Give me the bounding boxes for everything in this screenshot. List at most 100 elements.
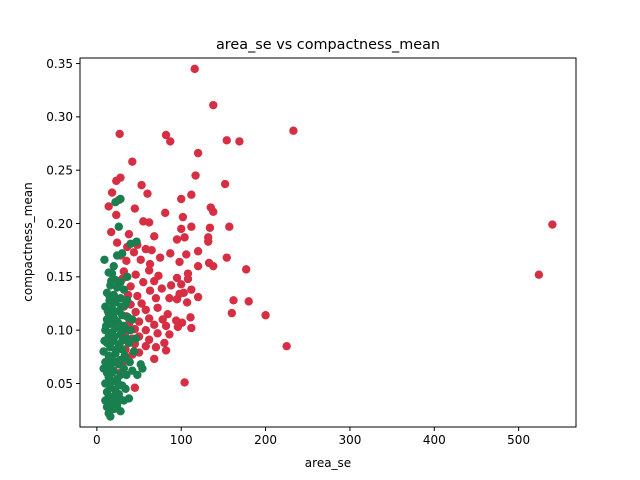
data-point-series-1: [158, 315, 167, 324]
x-tick-label: 500: [507, 433, 530, 447]
data-point-series-2: [125, 357, 134, 367]
data-point-series-1: [131, 307, 140, 317]
data-point-series-1: [157, 284, 167, 293]
data-point-series-1: [141, 341, 150, 351]
data-point-series-1: [229, 296, 238, 305]
data-point-series-1: [191, 171, 200, 180]
data-point-series-2: [101, 321, 111, 331]
data-point-series-1: [145, 259, 155, 269]
data-point-series-1: [137, 180, 146, 190]
data-point-series-1: [130, 383, 140, 392]
data-point-series-1: [166, 137, 175, 146]
data-point-series-1: [161, 346, 171, 355]
data-point-series-1: [205, 223, 215, 232]
y-axis-label: compactness_mean: [21, 182, 35, 301]
y-tick-label: 0.10: [46, 323, 73, 337]
data-point-series-2: [112, 283, 122, 292]
data-point-series-2: [100, 255, 109, 264]
axes-layer: 0 100 200 300 400 500 0.05 0.10 0.15 0.20 0.25 0.30…: [46, 57, 577, 447]
data-point-series-1: [187, 222, 196, 231]
data-point-series-1: [150, 276, 159, 286]
data-point-series-1: [124, 229, 134, 239]
data-point-series-1: [166, 281, 176, 290]
data-point-series-2: [123, 296, 132, 305]
data-point-series-1: [182, 250, 191, 259]
data-point-series-1: [126, 282, 135, 291]
data-point-series-1: [139, 277, 148, 287]
data-point-series-1: [166, 249, 175, 258]
data-point-series-2: [133, 370, 142, 380]
data-point-series-1: [153, 329, 162, 338]
data-point-series-2: [113, 379, 123, 388]
data-point-series-1: [172, 273, 182, 283]
data-point-series-1: [204, 237, 213, 246]
data-point-series-1: [193, 148, 203, 158]
data-point-series-2: [107, 269, 117, 278]
data-point-series-2: [138, 364, 147, 373]
data-point-series-2: [117, 336, 127, 346]
data-point-series-1: [163, 309, 172, 319]
data-point-series-1: [175, 257, 184, 267]
data-point-series-1: [193, 292, 203, 302]
data-point-series-2: [126, 325, 135, 335]
data-point-series-2: [114, 319, 124, 328]
data-point-series-2: [111, 389, 120, 399]
data-point-series-1: [222, 136, 231, 145]
data-point-series-2: [122, 370, 131, 380]
data-point-series-1: [165, 330, 174, 339]
y-tick-label: 0.05: [46, 377, 73, 391]
data-point-series-1: [151, 293, 161, 303]
y-tick-label: 0.35: [46, 57, 73, 71]
data-point-series-1: [161, 130, 171, 140]
y-tick-label: 0.15: [46, 270, 73, 284]
data-point-series-2: [107, 276, 116, 286]
points-layer: [99, 64, 557, 421]
data-point-series-1: [187, 285, 196, 294]
chart-title: area_se vs compactness_mean: [216, 37, 440, 53]
data-point-series-1: [261, 311, 270, 320]
data-point-series-1: [143, 189, 152, 198]
data-point-series-1: [182, 298, 192, 307]
data-point-series-1: [173, 322, 183, 332]
data-point-series-1: [177, 224, 186, 234]
data-point-series-2: [118, 325, 128, 335]
data-point-series-1: [209, 207, 218, 216]
data-point-series-1: [187, 190, 196, 199]
data-point-series-1: [165, 293, 174, 303]
x-tick-label: 400: [423, 433, 446, 447]
data-point-series-1: [172, 295, 182, 304]
data-point-series-2: [124, 338, 134, 348]
data-point-series-1: [172, 235, 182, 244]
data-point-series-1: [177, 280, 186, 289]
data-point-series-1: [137, 299, 146, 308]
data-point-series-2: [114, 222, 124, 231]
data-point-series-1: [150, 320, 159, 330]
data-point-series-1: [144, 218, 154, 227]
data-point-series-1: [133, 291, 142, 301]
data-point-series-1: [145, 286, 155, 295]
data-point-series-1: [134, 317, 144, 326]
data-point-series-1: [122, 256, 131, 266]
data-point-series-1: [131, 270, 140, 279]
data-point-series-1: [112, 176, 121, 186]
data-point-series-1: [225, 222, 234, 231]
data-point-series-1: [209, 100, 218, 110]
x-tick-label: 300: [338, 433, 361, 447]
axes-frame: [79, 57, 577, 428]
data-point-series-1: [220, 179, 230, 189]
data-point-series-1: [180, 233, 189, 242]
data-point-series-1: [128, 157, 137, 166]
x-tick-label: 0: [93, 433, 101, 447]
x-axis-label: area_se: [305, 456, 351, 470]
data-point-series-1: [153, 303, 162, 312]
data-point-series-2: [116, 355, 125, 365]
x-tick-label: 200: [254, 433, 277, 447]
data-point-series-1: [161, 208, 170, 218]
y-tick-label: 0.30: [46, 110, 73, 124]
data-point-series-1: [193, 247, 203, 256]
data-point-series-2: [124, 394, 134, 403]
data-point-series-2: [105, 291, 114, 301]
data-point-series-2: [109, 261, 118, 271]
data-point-series-1: [183, 274, 193, 284]
data-point-series-2: [129, 347, 139, 356]
